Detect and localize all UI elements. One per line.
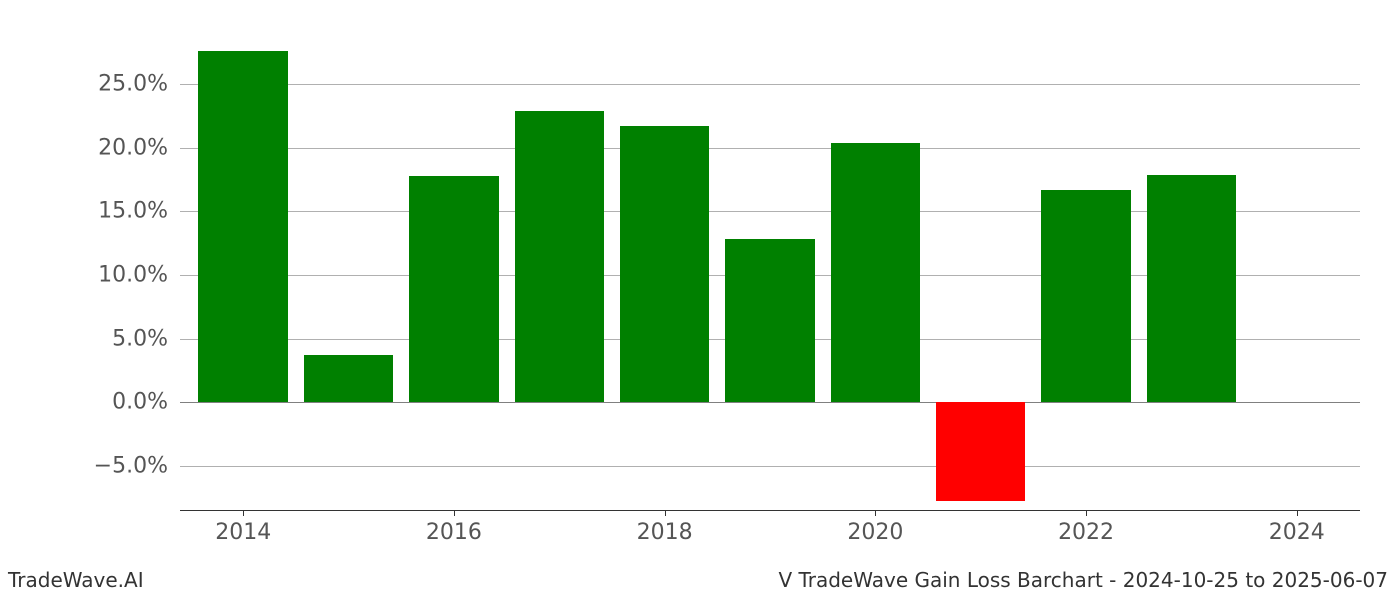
plot-area: −5.0%0.0%5.0%10.0%15.0%20.0%25.0% <box>180 40 1360 510</box>
y-tick-label: 0.0% <box>112 390 168 415</box>
x-tick <box>243 510 244 516</box>
bar <box>515 111 605 402</box>
x-tick-label: 2024 <box>1269 520 1325 545</box>
footer-right-label: V TradeWave Gain Loss Barchart - 2024-10… <box>778 568 1388 592</box>
x-tick-label: 2022 <box>1058 520 1114 545</box>
y-tick-label: 5.0% <box>112 326 168 351</box>
x-tick-label: 2014 <box>215 520 271 545</box>
x-axis-line <box>180 510 1360 511</box>
chart-container: −5.0%0.0%5.0%10.0%15.0%20.0%25.0% 201420… <box>0 0 1400 600</box>
bar <box>409 176 499 402</box>
x-tick-label: 2018 <box>637 520 693 545</box>
y-tick-label: 15.0% <box>98 199 168 224</box>
x-tick <box>875 510 876 516</box>
bar <box>725 239 815 402</box>
zero-line <box>180 402 1360 403</box>
bar <box>198 51 288 402</box>
y-tick-label: 20.0% <box>98 135 168 160</box>
y-tick-label: 25.0% <box>98 72 168 97</box>
bar <box>620 126 710 402</box>
x-tick-label: 2016 <box>426 520 482 545</box>
bar <box>1147 175 1237 402</box>
gridline <box>180 84 1360 85</box>
bar <box>304 355 394 402</box>
bar <box>936 402 1026 501</box>
gridline <box>180 148 1360 149</box>
x-tick-label: 2020 <box>847 520 903 545</box>
y-tick-label: 10.0% <box>98 263 168 288</box>
x-tick <box>665 510 666 516</box>
y-tick-label: −5.0% <box>94 453 168 478</box>
x-tick <box>454 510 455 516</box>
bar <box>1041 190 1131 402</box>
x-tick <box>1086 510 1087 516</box>
x-tick <box>1297 510 1298 516</box>
bar <box>831 143 921 402</box>
gridline <box>180 466 1360 467</box>
footer-left-label: TradeWave.AI <box>8 568 144 592</box>
